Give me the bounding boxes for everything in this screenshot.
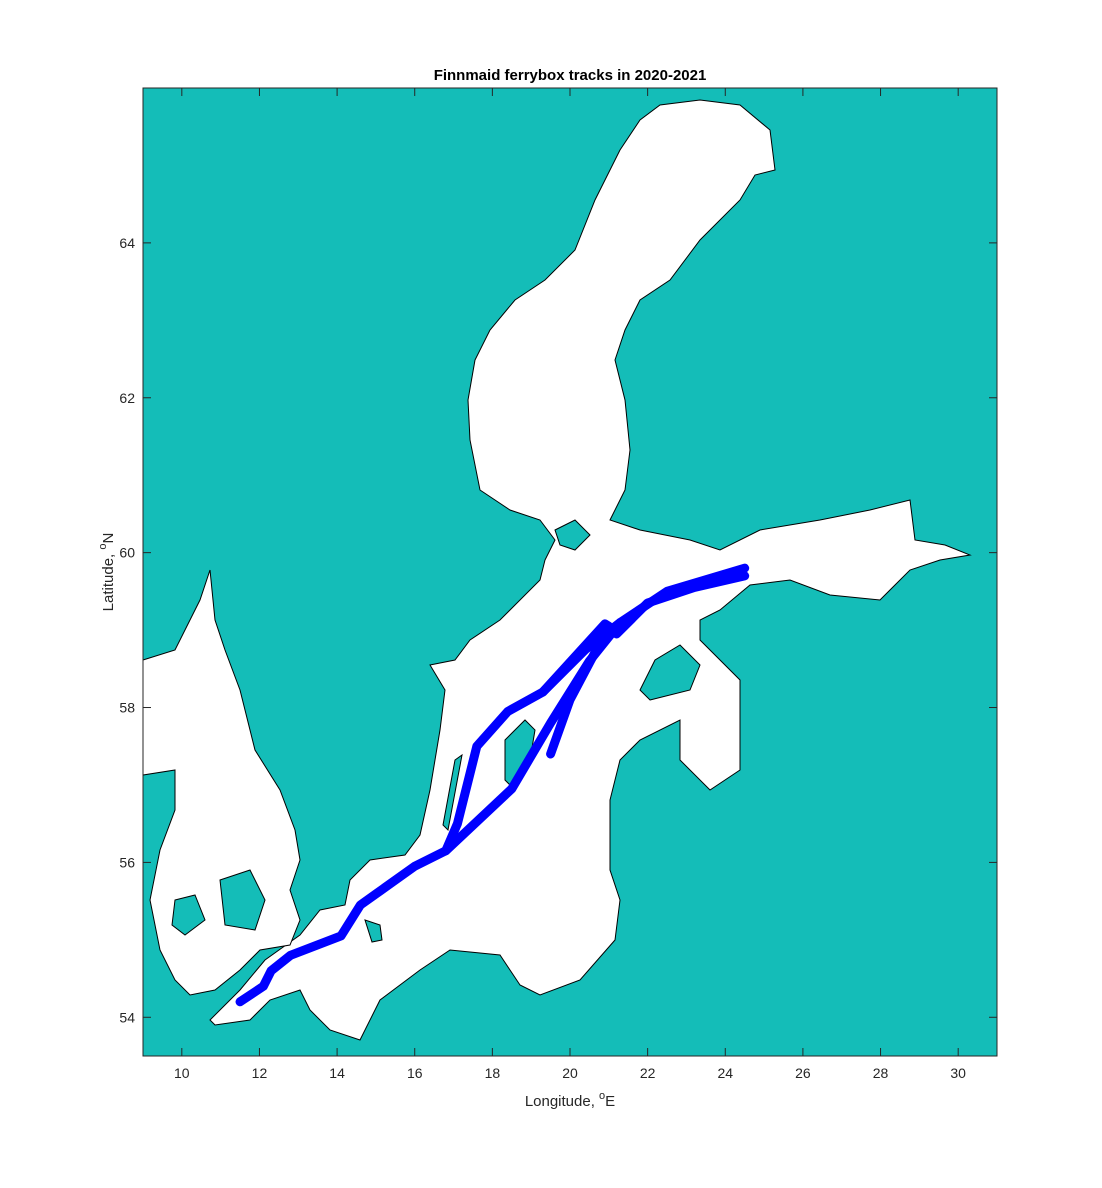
zealand bbox=[219, 869, 266, 931]
x-tick-label: 16 bbox=[407, 1065, 423, 1081]
x-tick-label: 26 bbox=[795, 1065, 811, 1081]
y-axis-label: Latitude, oN bbox=[97, 533, 117, 612]
x-tick-label: 18 bbox=[485, 1065, 501, 1081]
y-tick-label: 64 bbox=[119, 235, 135, 251]
y-tick-label: 58 bbox=[119, 700, 135, 716]
baltic-sea bbox=[209, 99, 972, 1041]
y-tick-label: 62 bbox=[119, 390, 135, 406]
map-title: Finnmaid ferrybox tracks in 2020-2021 bbox=[434, 67, 707, 84]
y-tick-label: 56 bbox=[119, 854, 135, 870]
y-tick-label: 54 bbox=[119, 1009, 135, 1025]
aland bbox=[554, 519, 591, 551]
x-tick-label: 28 bbox=[873, 1065, 889, 1081]
x-tick-label: 20 bbox=[562, 1065, 578, 1081]
bornholm bbox=[364, 919, 383, 943]
funen bbox=[171, 894, 206, 936]
kattegat bbox=[142, 569, 301, 996]
islands bbox=[171, 519, 701, 943]
x-axis-label: Longitude, oE bbox=[525, 1090, 615, 1110]
x-tick-label: 12 bbox=[252, 1065, 268, 1081]
x-tick-label: 10 bbox=[174, 1065, 190, 1081]
oland bbox=[442, 753, 463, 832]
x-tick-label: 30 bbox=[950, 1065, 966, 1081]
y-label-text: Latitude, bbox=[100, 550, 117, 612]
x-label-unit: E bbox=[605, 1093, 615, 1110]
ferry-track bbox=[612, 571, 750, 639]
y-tick-label: 60 bbox=[119, 545, 135, 561]
x-label-sup: o bbox=[599, 1090, 605, 1102]
x-tick-label: 24 bbox=[717, 1065, 733, 1081]
ferry-track bbox=[538, 619, 614, 759]
x-tick-label: 14 bbox=[329, 1065, 345, 1081]
x-tick-label: 22 bbox=[640, 1065, 656, 1081]
y-label-sup: o bbox=[97, 544, 109, 550]
y-label-unit: N bbox=[100, 533, 117, 544]
sea bbox=[142, 99, 972, 1041]
tracks bbox=[235, 563, 750, 1007]
x-label-text: Longitude, bbox=[525, 1093, 599, 1110]
saaremaa bbox=[639, 644, 701, 701]
